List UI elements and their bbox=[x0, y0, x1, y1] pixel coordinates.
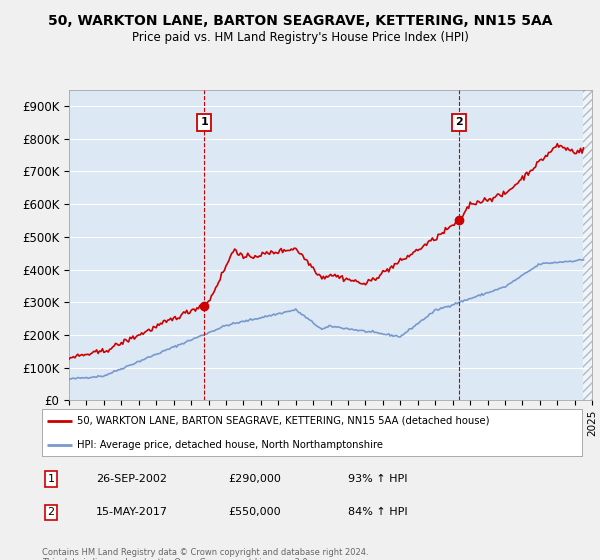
Text: 50, WARKTON LANE, BARTON SEAGRAVE, KETTERING, NN15 5AA: 50, WARKTON LANE, BARTON SEAGRAVE, KETTE… bbox=[48, 14, 552, 28]
Text: £290,000: £290,000 bbox=[228, 474, 281, 484]
Text: 26-SEP-2002: 26-SEP-2002 bbox=[96, 474, 167, 484]
Text: Price paid vs. HM Land Registry's House Price Index (HPI): Price paid vs. HM Land Registry's House … bbox=[131, 31, 469, 44]
Text: 93% ↑ HPI: 93% ↑ HPI bbox=[348, 474, 407, 484]
Text: 2: 2 bbox=[47, 507, 55, 517]
Text: £550,000: £550,000 bbox=[228, 507, 281, 517]
Text: 1: 1 bbox=[47, 474, 55, 484]
Text: 1: 1 bbox=[200, 117, 208, 127]
Text: 15-MAY-2017: 15-MAY-2017 bbox=[96, 507, 168, 517]
Text: 50, WARKTON LANE, BARTON SEAGRAVE, KETTERING, NN15 5AA (detached house): 50, WARKTON LANE, BARTON SEAGRAVE, KETTE… bbox=[77, 416, 490, 426]
Text: 84% ↑ HPI: 84% ↑ HPI bbox=[348, 507, 407, 517]
Text: 2: 2 bbox=[455, 117, 463, 127]
Text: HPI: Average price, detached house, North Northamptonshire: HPI: Average price, detached house, Nort… bbox=[77, 440, 383, 450]
Text: Contains HM Land Registry data © Crown copyright and database right 2024.
This d: Contains HM Land Registry data © Crown c… bbox=[42, 548, 368, 560]
